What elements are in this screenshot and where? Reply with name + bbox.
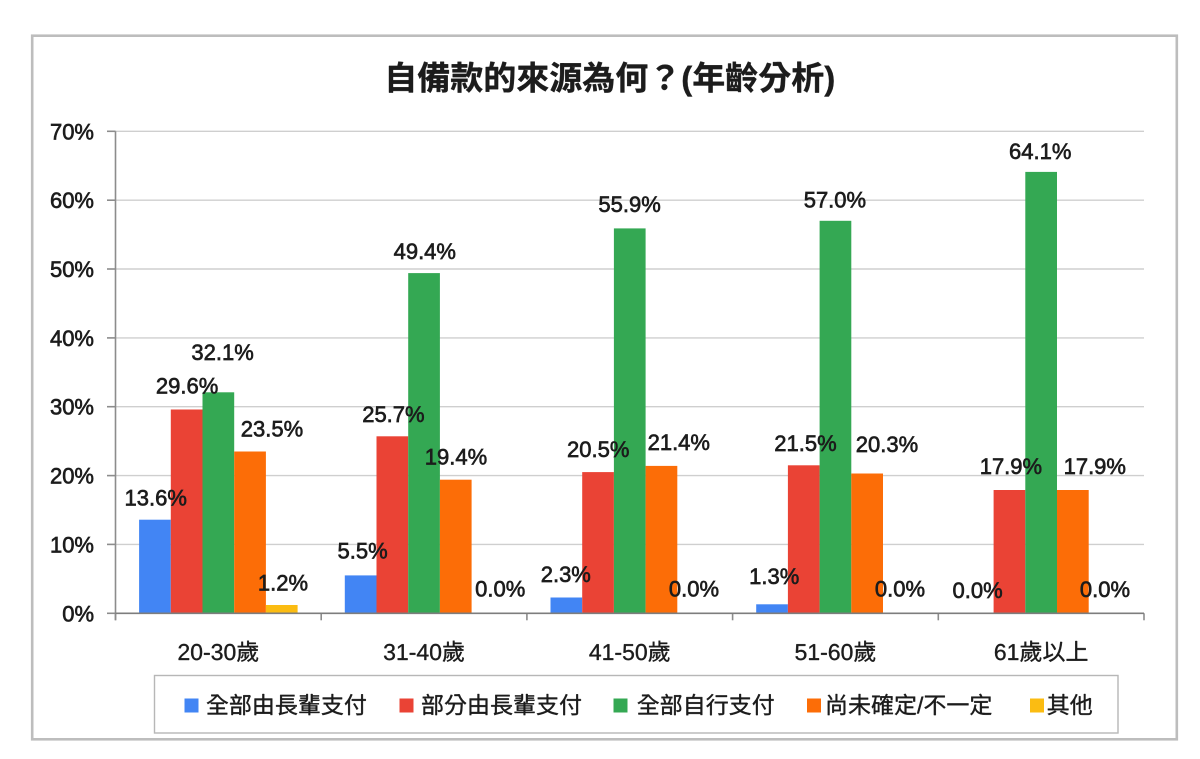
svg-text:20.5%: 20.5% [567, 437, 629, 462]
svg-text:70%: 70% [50, 119, 94, 144]
svg-text:0.0%: 0.0% [475, 577, 525, 602]
svg-text:64.1%: 64.1% [1009, 139, 1071, 164]
svg-text:40%: 40% [50, 326, 94, 351]
svg-text:21.4%: 21.4% [648, 430, 710, 455]
svg-text:0.0%: 0.0% [1080, 577, 1130, 602]
svg-text:30%: 30% [50, 395, 94, 420]
svg-text:32.1%: 32.1% [191, 340, 253, 365]
svg-text:49.4%: 49.4% [394, 239, 456, 264]
svg-text:19.4%: 19.4% [425, 445, 487, 470]
svg-text:0.0%: 0.0% [953, 578, 1003, 603]
svg-text:17.9%: 17.9% [980, 454, 1042, 479]
svg-text:0.0%: 0.0% [875, 576, 925, 601]
svg-text:57.0%: 57.0% [804, 187, 866, 212]
svg-text:55.9%: 55.9% [598, 192, 660, 217]
svg-text:10%: 10% [50, 532, 94, 557]
svg-text:17.9%: 17.9% [1064, 454, 1126, 479]
svg-text:29.6%: 29.6% [156, 373, 218, 398]
svg-text:0.0%: 0.0% [669, 576, 719, 601]
svg-text:20%: 20% [50, 464, 94, 489]
svg-text:50%: 50% [50, 257, 94, 282]
svg-text:13.6%: 13.6% [125, 486, 187, 511]
svg-text:23.5%: 23.5% [241, 416, 303, 441]
svg-text:25.7%: 25.7% [362, 402, 424, 427]
svg-text:5.5%: 5.5% [338, 538, 388, 563]
svg-text:60%: 60% [50, 188, 94, 213]
svg-text:1.2%: 1.2% [258, 570, 308, 595]
svg-text:0%: 0% [62, 601, 94, 626]
svg-text:1.3%: 1.3% [749, 564, 799, 589]
svg-text:20.3%: 20.3% [856, 432, 918, 457]
svg-text:21.5%: 21.5% [774, 431, 836, 456]
svg-text:2.3%: 2.3% [541, 562, 591, 587]
